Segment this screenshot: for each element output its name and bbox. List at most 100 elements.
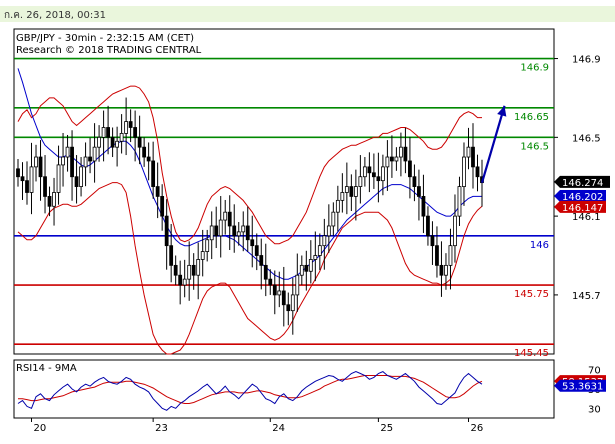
candle-body: [408, 160, 412, 178]
candle-body: [133, 127, 138, 138]
candle-body: [466, 146, 471, 158]
candle-body: [367, 166, 372, 174]
candle-body: [79, 166, 83, 187]
candle-body: [200, 251, 205, 260]
candle-body: [137, 136, 142, 148]
candle-body: [43, 176, 47, 197]
candle-body: [475, 166, 480, 178]
projection-arrow-head: [497, 105, 507, 117]
candle-body: [317, 245, 322, 256]
candle-body: [439, 264, 444, 276]
candle-body: [115, 140, 120, 148]
candle-body: [34, 156, 38, 168]
x-tick-label: 26: [470, 423, 483, 434]
header-bar: [0, 6, 615, 22]
candle-body: [277, 290, 282, 296]
candle-body: [304, 264, 309, 272]
rsi-y-label: 30: [588, 404, 601, 415]
candle-body: [223, 211, 228, 221]
support-2-label: 145.45: [514, 348, 549, 359]
header-datetime: ก.ค. 26, 2018, 00:31: [4, 10, 106, 21]
candle-body: [412, 176, 417, 187]
bollinger-upper: [17, 85, 482, 245]
candle-body: [308, 259, 313, 272]
candle-body: [286, 304, 291, 312]
candle-body: [462, 156, 466, 187]
candle-body: [290, 294, 295, 312]
rsi-line: [17, 371, 483, 411]
candle-body: [83, 156, 88, 168]
candle-body: [394, 156, 399, 162]
candle-body: [74, 176, 79, 187]
candle-body: [29, 166, 34, 193]
candle-body: [218, 219, 223, 237]
x-tick-label: 23: [155, 423, 168, 434]
candle-body: [457, 186, 462, 217]
candle-body: [56, 164, 61, 193]
price-y-label: 146.9: [572, 55, 601, 66]
candle-body: [272, 284, 277, 296]
candle-body: [322, 235, 327, 247]
candles: [16, 97, 484, 335]
candle-body: [390, 156, 394, 162]
candle-body: [182, 278, 187, 286]
x-tick-label: 24: [272, 423, 285, 434]
candle-body: [151, 160, 156, 187]
candle-body: [178, 274, 183, 286]
chart-subtitle: Research © 2018 TRADING CENTRAL: [16, 45, 202, 56]
candle-body: [119, 132, 124, 142]
candle-body: [254, 245, 259, 256]
svg-text:146.274: 146.274: [562, 178, 603, 189]
rsi-value-tag: 53.3631: [554, 379, 606, 393]
candle-body: [362, 166, 367, 178]
candle-body: [187, 264, 192, 280]
candle-body: [196, 259, 201, 276]
candle-body: [110, 136, 115, 148]
candle-body: [353, 186, 358, 197]
candle-body: [245, 225, 250, 241]
candle-body: [313, 255, 318, 260]
candle-body: [426, 215, 430, 237]
candle-body: [380, 166, 385, 182]
svg-text:146.147: 146.147: [562, 203, 603, 214]
candle-body: [92, 146, 97, 162]
candle-body: [101, 127, 106, 138]
candle-body: [38, 156, 43, 178]
candle-body: [155, 186, 160, 197]
candle-body: [214, 225, 219, 237]
rsi-title: RSI14 - 9MA: [16, 363, 77, 374]
candle-body: [471, 146, 475, 168]
candle-body: [403, 146, 408, 162]
ma-price-tag: 146.202: [554, 190, 606, 203]
candle-body: [331, 211, 336, 227]
x-tick-label: 20: [34, 423, 47, 434]
candle-body: [236, 231, 241, 237]
rsi-lines: [17, 371, 483, 411]
candle-body: [376, 176, 381, 182]
candle-body: [65, 146, 70, 158]
candle-body: [250, 239, 255, 247]
candle-body: [335, 199, 340, 213]
candle-body: [61, 156, 65, 166]
lower-band-tag: 146.147: [554, 200, 606, 214]
candle-body: [281, 290, 286, 306]
candle-body: [417, 186, 421, 197]
rsi-y-label: 70: [588, 366, 601, 377]
candle-body: [16, 168, 20, 178]
candle-body: [448, 245, 453, 266]
candle-body: [263, 264, 268, 280]
candle-body: [385, 156, 390, 168]
price-y-label: 145.7: [572, 291, 601, 302]
candle-body: [191, 264, 196, 276]
candle-body: [299, 264, 304, 276]
candle-body: [344, 186, 349, 193]
bollinger-lower: [17, 182, 483, 355]
candle-body: [371, 172, 376, 178]
candle-body: [20, 176, 25, 182]
candle-body: [358, 176, 363, 187]
candle-body: [227, 211, 232, 227]
resistance-3-label: 146.9: [520, 63, 549, 74]
price-y-label: 146.5: [572, 133, 601, 144]
svg-text:146.202: 146.202: [562, 192, 603, 203]
